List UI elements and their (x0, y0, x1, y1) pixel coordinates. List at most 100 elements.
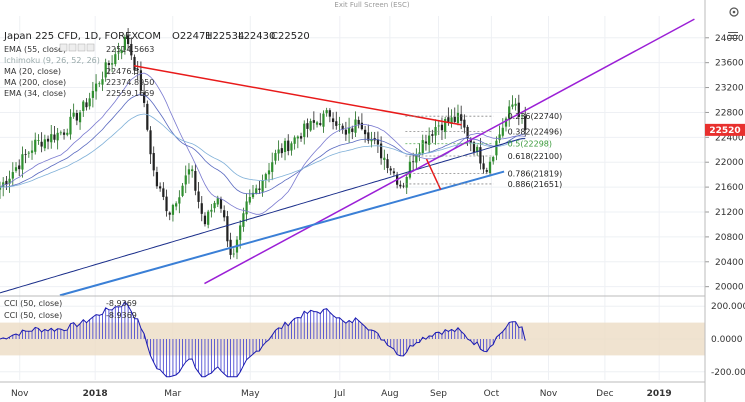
candle-body (0, 187, 2, 190)
candle-body (524, 116, 527, 130)
candle-body (431, 134, 434, 136)
candle-body (219, 198, 223, 209)
gear-center (732, 10, 736, 14)
candle-body (239, 225, 242, 240)
candle-body (460, 114, 463, 121)
eye-icon[interactable] (59, 43, 68, 52)
time-tick-label: Dec (596, 389, 613, 399)
fib-levels (405, 115, 494, 185)
candle-body (392, 171, 396, 174)
candle-body (34, 139, 37, 152)
candle-body (456, 112, 460, 123)
candle-body (104, 62, 107, 78)
price-tick-label: 21600 (715, 183, 744, 193)
candle-body (344, 129, 347, 135)
candle-body (181, 185, 184, 196)
candle-body (136, 68, 139, 71)
target-arrow (425, 158, 442, 190)
chart-settings[interactable] (729, 7, 739, 17)
legend-row[interactable]: Ichimoku (9, 26, 52, 26) (4, 56, 100, 65)
candle-body (248, 197, 251, 203)
candle-body (155, 172, 159, 187)
legend-row[interactable]: MA (200, close) 22374.8950 (4, 78, 154, 87)
legend-label: Ichimoku (9, 26, 52, 26) (4, 56, 100, 65)
candle-body (133, 56, 136, 71)
candle-body (360, 122, 364, 130)
legend-label: EMA (55, close) (4, 45, 66, 54)
chart-menu[interactable] (728, 32, 738, 39)
exit-fullscreen-hint[interactable]: Exit Full Screen (ESC) (334, 1, 409, 9)
candle-body (303, 123, 306, 137)
candle-body (267, 170, 271, 175)
candle-body (27, 152, 30, 154)
legend-row[interactable]: EMA (55, close) 22514.5663 (4, 45, 154, 54)
candle-body (351, 128, 354, 132)
price-tick-label: 22000 (715, 158, 744, 168)
candle-body (226, 216, 229, 242)
candle-body (328, 110, 331, 117)
candle-body (197, 191, 200, 202)
candle-body (357, 119, 360, 125)
cci-series (0, 301, 526, 378)
candle-body (447, 117, 450, 123)
candle-body (117, 52, 120, 54)
ema34-line (0, 94, 526, 195)
cci-tick-label: -200.0000 (711, 368, 745, 378)
candle-body (146, 103, 149, 130)
time-tick-label: Mar (164, 389, 181, 399)
legend-row[interactable]: MA (20, close) 22476.5 (4, 67, 139, 76)
candle-body (322, 113, 325, 127)
price-tick-label: 23200 (715, 84, 744, 94)
cci-tick-label: 200.0000 (711, 302, 745, 312)
candle-body (114, 54, 117, 65)
candle-body (207, 211, 210, 225)
candle-body (347, 127, 351, 134)
price-tick-label: 22400 (715, 133, 744, 143)
ohlc-open: O22471 (172, 31, 212, 42)
candle-body (258, 188, 261, 190)
more-icon[interactable] (86, 43, 95, 52)
candle-body (379, 143, 383, 159)
legend-controls (59, 43, 95, 52)
settings-icon[interactable] (68, 43, 77, 52)
fib-label: 0.618(22100) (508, 152, 563, 161)
fib-label: 0.382(22496) (508, 127, 563, 136)
candle-body (463, 119, 466, 128)
candle-body (504, 118, 508, 127)
candle-body (14, 167, 18, 171)
candle-body (88, 98, 91, 107)
candle-body (424, 141, 428, 144)
candle-body (315, 122, 319, 125)
candle-body (165, 196, 168, 212)
candle-body (213, 202, 216, 209)
candle-body (62, 132, 66, 135)
candle-body (110, 63, 114, 65)
candle-body (444, 119, 447, 133)
candle-body (94, 83, 98, 92)
trendline-support (204, 18, 695, 285)
gear-icon[interactable] (729, 7, 739, 17)
price-tick-label: 20800 (715, 233, 744, 243)
legend-label: MA (20, close) (4, 67, 61, 76)
legend-row[interactable]: EMA (34, close) 22559.1669 (4, 89, 154, 98)
candle-body (520, 115, 524, 117)
candle-body (85, 102, 88, 108)
candle-body (56, 132, 59, 141)
candle-body (187, 169, 191, 175)
candle-body (472, 142, 476, 153)
candle-body (149, 130, 152, 155)
candle-body (175, 203, 178, 207)
candle-body (72, 112, 75, 117)
candle-body (178, 197, 181, 204)
time-tick-label: May (241, 389, 260, 399)
cci-axis: 200.0000 0.0000 -200.0000 (711, 302, 745, 378)
legend-label: EMA (34, close) (4, 89, 66, 98)
candle-body (271, 162, 274, 172)
candle-body (21, 154, 24, 170)
candle-body (319, 123, 322, 125)
candle-body (367, 132, 370, 141)
legend-value: 22476.5 (106, 67, 139, 76)
candle-body (290, 143, 293, 151)
close-icon[interactable] (77, 43, 86, 52)
candle-body (280, 148, 283, 154)
